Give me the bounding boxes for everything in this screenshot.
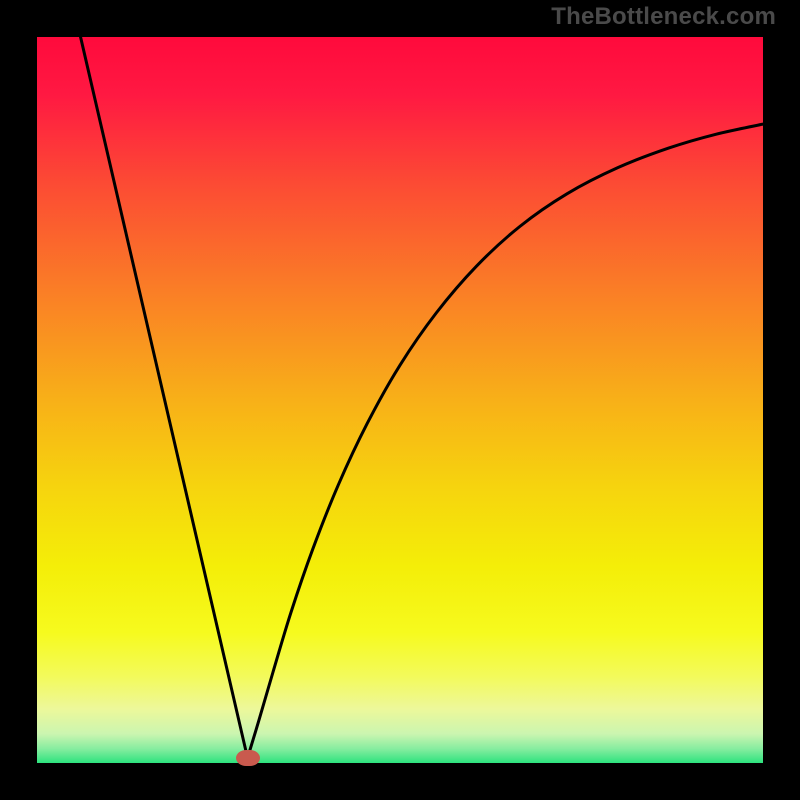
curve-layer: [37, 37, 763, 763]
plot-area: [37, 37, 763, 763]
watermark-text: TheBottleneck.com: [551, 3, 776, 31]
minimum-marker: [236, 750, 260, 766]
